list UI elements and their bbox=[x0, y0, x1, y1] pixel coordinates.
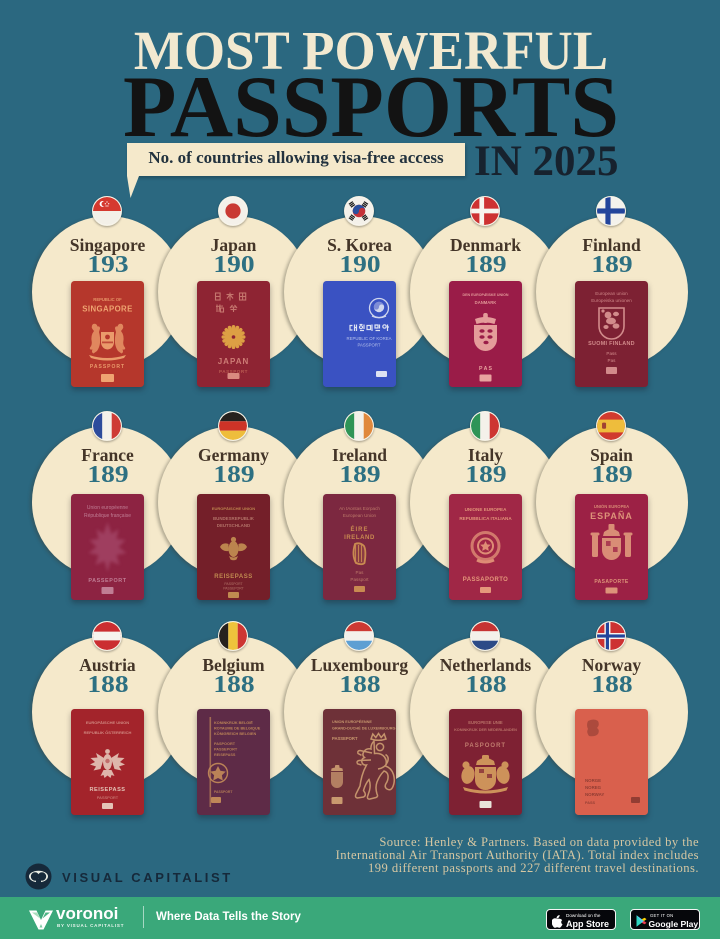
svg-text:IRELAND: IRELAND bbox=[344, 535, 375, 541]
svg-text:NORWAY: NORWAY bbox=[585, 792, 604, 797]
svg-text:UNION EUROPÉENNE: UNION EUROPÉENNE bbox=[332, 719, 372, 724]
svg-text:Europeiska unionen: Europeiska unionen bbox=[591, 298, 632, 303]
svg-text:REPUBBLICA ITALIANA: REPUBBLICA ITALIANA bbox=[459, 516, 512, 521]
svg-text:SINGAPORE: SINGAPORE bbox=[82, 305, 132, 314]
svg-text:PASSPORT: PASSPORT bbox=[214, 790, 233, 794]
svg-text:Pas: Pas bbox=[356, 570, 365, 575]
svg-text:Pass: Pass bbox=[606, 351, 617, 356]
svg-text:ROYAUME DE BELGIQUE: ROYAUME DE BELGIQUE bbox=[214, 727, 261, 731]
svg-text:KONINKRIJK BELGIË: KONINKRIJK BELGIË bbox=[214, 721, 253, 725]
svg-text:BUNDESREPUBLIK: BUNDESREPUBLIK bbox=[213, 516, 255, 521]
svg-text:PASSEPORT: PASSEPORT bbox=[223, 587, 243, 591]
svg-text:European Union: European Union bbox=[343, 513, 377, 518]
svg-text:GRAND-DUCHÉ DE LUXEMBOURG: GRAND-DUCHÉ DE LUXEMBOURG bbox=[332, 726, 396, 731]
svg-text:DANMARK: DANMARK bbox=[475, 300, 497, 305]
svg-text:PASPOORT: PASPOORT bbox=[214, 742, 236, 746]
svg-text:PASSEPORT: PASSEPORT bbox=[214, 748, 238, 752]
svg-text:NOREG: NOREG bbox=[585, 785, 602, 790]
svg-text:EUROPESE UNIE: EUROPESE UNIE bbox=[468, 720, 503, 725]
svg-text:PASSPORT: PASSPORT bbox=[97, 795, 119, 800]
svg-text:REISEPASS: REISEPASS bbox=[214, 753, 236, 757]
svg-text:Pas: Pas bbox=[608, 358, 617, 363]
svg-text:PASAPORTE: PASAPORTE bbox=[594, 579, 629, 585]
svg-text:REISEPASS: REISEPASS bbox=[89, 787, 125, 793]
svg-text:République française: République française bbox=[84, 513, 131, 519]
svg-text:Passport: Passport bbox=[350, 577, 369, 582]
svg-text:DEUTSCHLAND: DEUTSCHLAND bbox=[217, 523, 250, 528]
svg-text:EUROPÄISCHE UNION: EUROPÄISCHE UNION bbox=[212, 506, 255, 511]
svg-text:An tAontas Eorpach: An tAontas Eorpach bbox=[339, 506, 380, 511]
svg-text:PASSPORT: PASSPORT bbox=[219, 369, 248, 374]
svg-text:EUROPÄISCHE UNION: EUROPÄISCHE UNION bbox=[86, 720, 129, 725]
svg-text:REPUBLIC OF KOREA: REPUBLIC OF KOREA bbox=[347, 336, 392, 341]
svg-text:PASS: PASS bbox=[585, 801, 596, 805]
svg-text:REPUBLIK ÖSTERREICH: REPUBLIK ÖSTERREICH bbox=[84, 730, 132, 735]
svg-text:JAPAN: JAPAN bbox=[218, 357, 250, 366]
svg-text:REISEPASS: REISEPASS bbox=[214, 574, 252, 580]
svg-text:DEN EUROPÆISKE UNION: DEN EUROPÆISKE UNION bbox=[463, 293, 509, 297]
svg-text:PASSPORT: PASSPORT bbox=[90, 364, 125, 370]
svg-text:KONINKRIJK DER NEDERLANDEN: KONINKRIJK DER NEDERLANDEN bbox=[454, 728, 517, 732]
svg-text:PASSAPORTO: PASSAPORTO bbox=[463, 577, 508, 583]
svg-text:KÖNIGREICH BELGIEN: KÖNIGREICH BELGIEN bbox=[214, 731, 256, 736]
svg-text:PASSEPORT: PASSEPORT bbox=[88, 578, 126, 584]
svg-text:PASSPORT: PASSPORT bbox=[357, 343, 380, 348]
svg-text:SUOMI FINLAND: SUOMI FINLAND bbox=[588, 341, 635, 347]
svg-text:NORGE: NORGE bbox=[585, 778, 601, 783]
svg-text:European union: European union bbox=[595, 291, 628, 296]
svg-text:ESPAÑA: ESPAÑA bbox=[590, 511, 633, 521]
svg-text:UNIONE EUROPEA: UNIONE EUROPEA bbox=[465, 507, 508, 512]
svg-text:P A S: P A S bbox=[479, 366, 493, 372]
svg-text:PASPOORT: PASPOORT bbox=[465, 743, 506, 749]
svg-text:Union européenne: Union européenne bbox=[87, 505, 128, 511]
svg-text:ÉIRE: ÉIRE bbox=[350, 525, 368, 533]
svg-text:UNIÓN EUROPEA: UNIÓN EUROPEA bbox=[594, 504, 629, 509]
svg-text:PASSEPORT: PASSEPORT bbox=[332, 736, 358, 741]
svg-text:REPUBLIC OF: REPUBLIC OF bbox=[93, 297, 122, 302]
svg-text:PASSPORT: PASSPORT bbox=[224, 582, 242, 586]
